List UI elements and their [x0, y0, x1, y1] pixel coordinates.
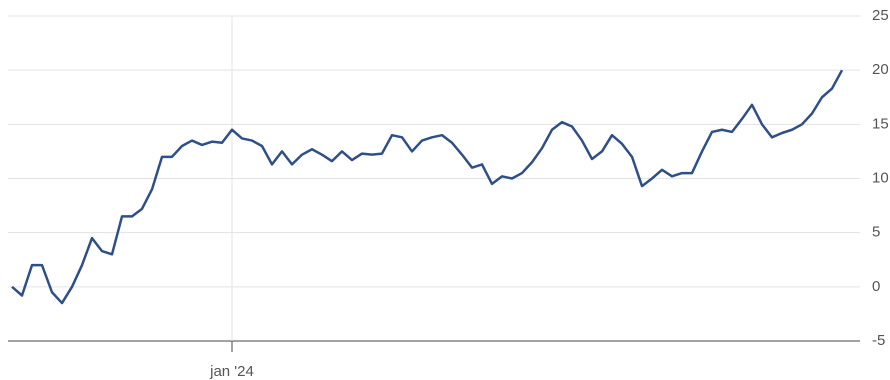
y-tick-label: 10 [872, 169, 889, 186]
y-tick-label: 25 [872, 7, 889, 24]
line-series [11, 69, 844, 305]
x-tick-label: jan '24 [209, 363, 254, 380]
y-tick-label: 5 [872, 224, 880, 241]
y-tick-label: -5 [872, 332, 885, 349]
y-tick-label: 15 [872, 115, 889, 132]
y-tick-label: 20 [872, 61, 889, 78]
y-tick-label: 0 [872, 278, 880, 295]
